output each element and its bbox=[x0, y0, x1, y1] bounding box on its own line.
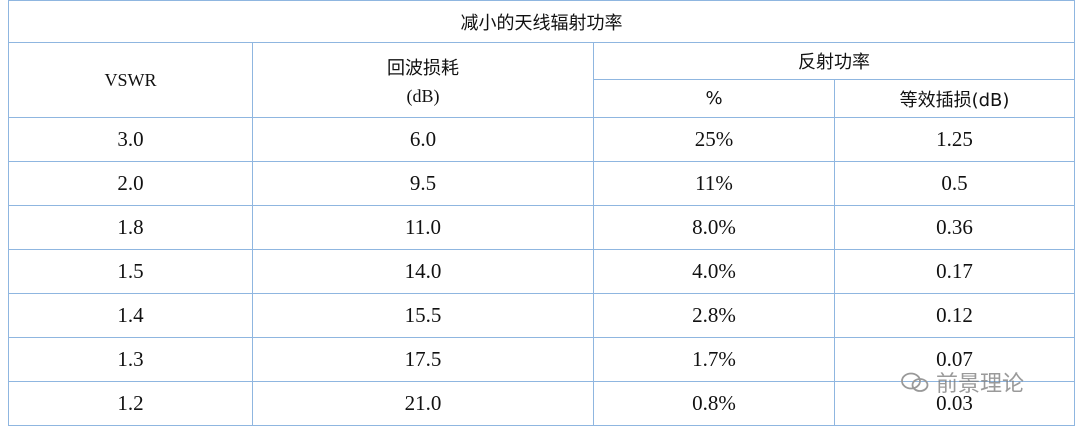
header-text: (dB) bbox=[406, 85, 440, 106]
table-cell: 15.5 bbox=[252, 293, 594, 338]
header-text: 回波损耗 bbox=[387, 57, 459, 79]
table-cell: 0.36 bbox=[834, 205, 1075, 250]
header-cell: 等效插损(dB) bbox=[834, 79, 1075, 118]
table-cell: 2.0 bbox=[8, 161, 253, 206]
table-cell: 14.0 bbox=[252, 249, 594, 294]
table-cell: 0.8% bbox=[593, 381, 835, 426]
header-cell: % bbox=[593, 79, 835, 118]
table-cell: 4.0% bbox=[593, 249, 835, 294]
table-cell: 0.12 bbox=[834, 293, 1075, 338]
table-cell: 21.0 bbox=[252, 381, 594, 426]
table-cell: 6.0 bbox=[252, 117, 594, 162]
header-cell: 反射功率 bbox=[593, 42, 1075, 80]
table-cell: 1.3 bbox=[8, 337, 253, 382]
table-cell: 1.25 bbox=[834, 117, 1075, 162]
table-cell: 11.0 bbox=[252, 205, 594, 250]
data-table: 减小的天线辐射功率 VSWR 回波损耗 (dB) 反射功率 % 等效插损(dB)… bbox=[8, 0, 1075, 426]
table-cell: 1.8 bbox=[8, 205, 253, 250]
table-cell: 0.5 bbox=[834, 161, 1075, 206]
table-cell: 1.5 bbox=[8, 249, 253, 294]
table-row: 1.4 15.5 2.8% 0.12 bbox=[8, 293, 1075, 338]
table-title: 减小的天线辐射功率 bbox=[8, 0, 1075, 43]
watermark: 前景理论 bbox=[900, 366, 1024, 398]
table-cell: 0.17 bbox=[834, 249, 1075, 294]
table-row: 2.0 9.5 11% 0.5 bbox=[8, 161, 1075, 206]
table-cell: 9.5 bbox=[252, 161, 594, 206]
table-row: 3.0 6.0 25% 1.25 bbox=[8, 117, 1075, 162]
table-cell: 3.0 bbox=[8, 117, 253, 162]
table-cell: 17.5 bbox=[252, 337, 594, 382]
table-cell: 1.2 bbox=[8, 381, 253, 426]
table-cell: 1.7% bbox=[593, 337, 835, 382]
table-cell: 0.03 bbox=[834, 381, 1075, 426]
table-cell: 1.4 bbox=[8, 293, 253, 338]
table-cell: 11% bbox=[593, 161, 835, 206]
header-cell: 回波损耗 (dB) bbox=[252, 42, 594, 118]
table-row: 1.2 21.0 0.8% 0.03 bbox=[8, 381, 1075, 426]
header-cell: VSWR bbox=[8, 42, 253, 118]
table-row: 1.8 11.0 8.0% 0.36 bbox=[8, 205, 1075, 250]
watermark-text: 前景理论 bbox=[936, 372, 1025, 397]
table-cell: 25% bbox=[593, 117, 835, 162]
table-cell: 2.8% bbox=[593, 293, 835, 338]
table-row: 1.5 14.0 4.0% 0.17 bbox=[8, 249, 1075, 294]
watermark-icon bbox=[901, 372, 929, 392]
table-cell: 8.0% bbox=[593, 205, 835, 250]
